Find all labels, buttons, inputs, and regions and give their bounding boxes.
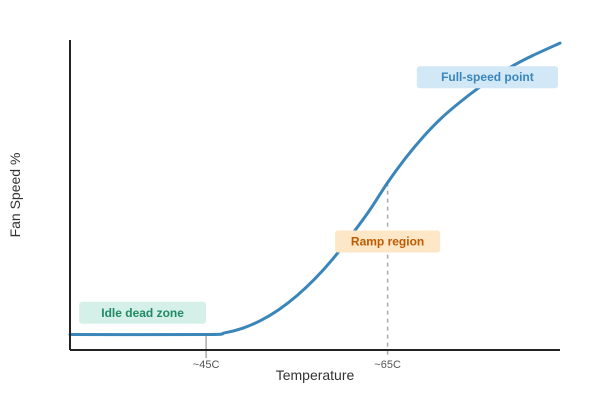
x-tick-label-1: ~45C [193, 359, 220, 371]
annotation-1: Idle dead zone [79, 301, 206, 324]
x-axis-title: Temperature [276, 367, 355, 383]
annotation-label: Full-speed point [441, 70, 534, 84]
annotation-3: Full-speed point [416, 66, 559, 89]
y-axis-title: Fan Speed % [7, 153, 23, 238]
reference-lines [205, 182, 389, 358]
axes [69, 40, 560, 351]
annotation-2: Ramp region [334, 230, 441, 253]
annotation-label: Ramp region [351, 235, 424, 249]
annotations: Idle dead zone Ramp region Full-speed poin… [79, 66, 559, 324]
annotation-label: Idle dead zone [101, 306, 184, 320]
annotation-box [79, 301, 206, 324]
annotation-box [416, 66, 559, 89]
x-tick-label-2: ~65C [374, 359, 401, 371]
annotation-box [334, 230, 441, 253]
x-tick-labels: ~45C ~65C [193, 359, 401, 371]
